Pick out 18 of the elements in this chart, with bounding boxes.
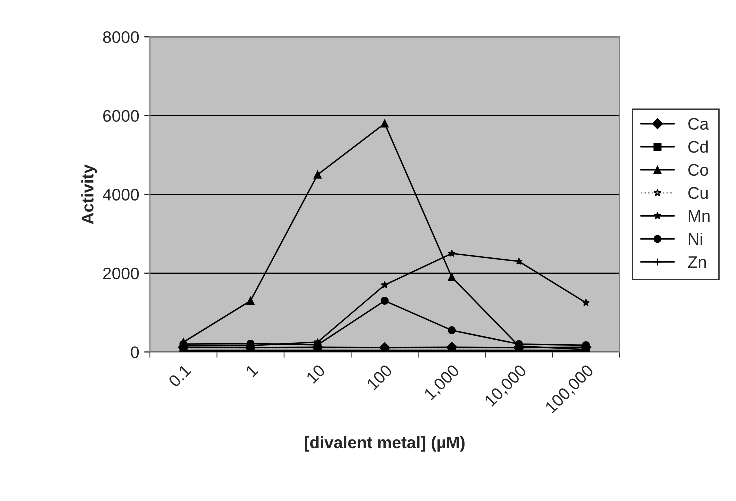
legend-label: Zn [688, 256, 706, 268]
legend-label: Mn [689, 210, 710, 222]
legend-label: Co [688, 164, 708, 176]
legend-label: Cd [688, 140, 708, 154]
y-tick-label: 6000 [104, 110, 140, 122]
legend-label: Ca [688, 118, 710, 130]
y-tick-label: 0 [131, 346, 140, 358]
y-tick-label: 2000 [103, 268, 140, 280]
x-tick-label: 1 [246, 364, 259, 378]
x-tick-label: 100 [366, 364, 394, 391]
x-axis-title: [divalent metal] (µM) [305, 436, 465, 452]
x-tick-label: 0.1 [168, 364, 192, 388]
x-tick-label: 10 [306, 364, 326, 384]
legend-label: Ni [689, 232, 702, 246]
legend-label: Cu [688, 187, 708, 200]
y-tick-label: 4000 [103, 189, 140, 201]
y-tick-label: 8000 [103, 31, 140, 44]
y-axis-title: Activity [82, 164, 98, 224]
